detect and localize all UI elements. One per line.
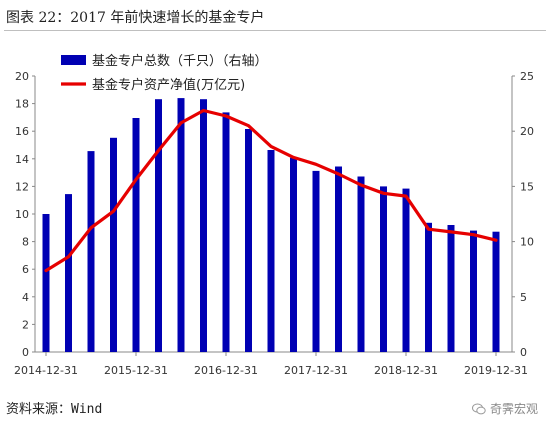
x-axis-ticks: 2014-12-31 2015-12-31 2016-12-31 2017-12-31… [14,352,528,377]
watermark: 奇霁宏观 [471,400,538,417]
left-tick-label: 4 [22,291,29,304]
bar [380,186,387,352]
watermark-text: 奇霁宏观 [489,402,538,416]
right-tick-label: 25 [520,70,534,83]
left-tick-label: 0 [22,346,29,359]
bar [357,176,365,352]
legend: 基金专户总数（千只）（右轴） 基金专户资产净值(万亿元) [61,53,268,93]
bar [447,225,455,352]
title-divider [4,30,546,31]
bar [290,157,297,352]
bar [110,137,117,352]
page-title: 图表 22：2017 年前快速增长的基金专户 [6,10,265,26]
right-axis-ticks: 0 5 10 15 20 25 [512,70,534,359]
bar [87,151,95,352]
left-tick-label: 6 [22,263,29,276]
left-tick-label: 16 [15,125,29,138]
right-tick-label: 10 [520,236,534,249]
x-tick-label: 2015-12-31 [104,364,168,377]
left-tick-label: 18 [15,98,29,111]
line-series [44,108,498,273]
left-tick-label: 2 [22,318,29,331]
bar [402,188,410,352]
bar [222,112,230,353]
bar [492,231,500,352]
legend-bar-swatch [61,55,86,65]
bar [155,99,162,352]
bar [267,150,275,352]
bar [200,99,207,352]
bar [470,230,477,352]
left-tick-label: 14 [15,153,29,166]
bar [132,118,140,352]
bar [245,129,252,352]
bar [65,194,72,352]
left-tick-label: 12 [15,180,29,193]
left-tick-label: 10 [15,208,29,221]
left-tick-label: 8 [22,236,29,249]
bar [312,170,320,352]
right-tick-label: 5 [520,291,527,304]
x-tick-label: 2017-12-31 [284,364,348,377]
bar [177,98,185,352]
bar-series [42,98,500,353]
x-tick-label: 2016-12-31 [194,364,258,377]
wechat-icon [471,403,486,414]
x-tick-label: 2018-12-31 [374,364,438,377]
right-tick-label: 15 [520,180,534,193]
legend-bar-label: 基金专户总数（千只）（右轴） [92,53,268,69]
left-axis-ticks: 0 2 4 6 8 10 12 14 16 18 20 [15,70,35,359]
bar [425,222,432,352]
left-tick-label: 20 [15,70,29,83]
legend-line-label: 基金专户资产净值(万亿元) [92,77,245,93]
right-tick-label: 0 [520,346,527,359]
right-tick-label: 20 [520,125,534,138]
x-tick-label: 2019-12-31 [464,364,528,377]
bar [42,214,50,352]
source-note: 资料来源：Wind [6,402,103,417]
bar [335,166,342,352]
x-tick-label: 2014-12-31 [14,364,78,377]
